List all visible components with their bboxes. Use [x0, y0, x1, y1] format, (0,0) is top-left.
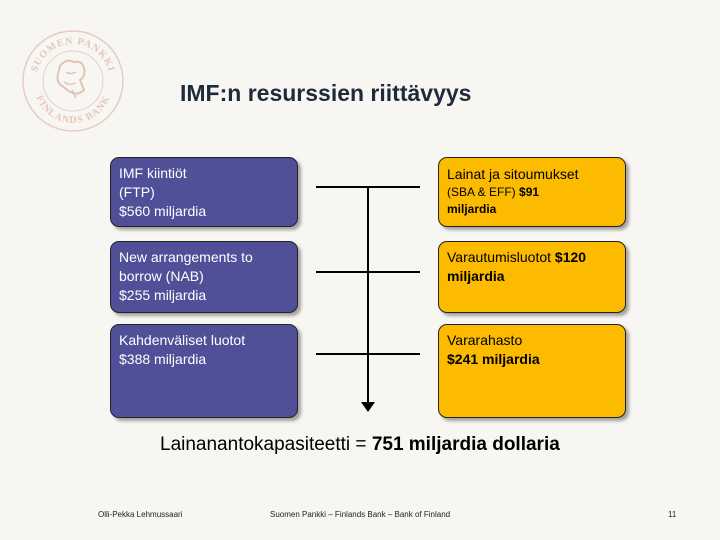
footer-author: Olli-Pekka Lehmussaari	[98, 510, 183, 519]
use-amount-unit: miljardia	[447, 268, 505, 284]
resource-amount: $255 miljardia	[119, 287, 207, 303]
use-sublabel: (SBA & EFF)	[447, 185, 520, 199]
use-box-loans: Lainat ja sitoumukset (SBA & EFF) $91 mi…	[438, 157, 626, 227]
use-box-reserve: Vararahasto $241 miljardia	[438, 324, 626, 418]
use-label: Vararahasto	[447, 332, 523, 348]
use-amount: $120	[554, 249, 587, 265]
use-box-precautionary: Varautumisluotot $120 miljardia	[438, 241, 626, 313]
summary-value: 751 miljardia dollaria	[371, 434, 560, 455]
resource-label: (FTP)	[119, 184, 155, 200]
footer-page-number: 11	[668, 510, 677, 519]
resource-amount: $388 miljardia	[119, 351, 207, 367]
lending-capacity-summary: Lainanantokapasiteetti = 751 miljardia d…	[160, 434, 560, 456]
resource-box-bilateral: Kahdenväliset luotot $388 miljardia	[110, 324, 298, 418]
bank-seal-logo: SUOMEN PANKKI FINLANDS BANK	[22, 30, 124, 132]
page-title: IMF:n resurssien riittävyys	[180, 80, 472, 106]
resource-label: New arrangements to	[119, 249, 253, 265]
footer-bank: Suomen Pankki – Finlands Bank – Bank of …	[270, 510, 451, 519]
resource-label: borrow (NAB)	[119, 268, 204, 284]
use-amount: $241 miljardia	[447, 351, 540, 367]
resource-label: IMF kiintiöt	[119, 165, 187, 181]
down-arrow-icon	[361, 402, 375, 412]
use-label: Varautumisluotot	[447, 249, 555, 265]
resource-box-nab: New arrangements to borrow (NAB) $255 mi…	[110, 241, 298, 313]
resource-label: Kahdenväliset luotot	[119, 332, 246, 348]
use-amount-unit: miljardia	[447, 202, 497, 216]
use-label: Lainat ja sitoumukset	[447, 166, 579, 182]
resource-box-quotas: IMF kiintiöt (FTP) $560 miljardia	[110, 157, 298, 227]
resource-amount: $560 miljardia	[119, 203, 207, 219]
summary-label: Lainanantokapasiteetti =	[160, 434, 372, 455]
use-amount: $91	[519, 185, 540, 199]
